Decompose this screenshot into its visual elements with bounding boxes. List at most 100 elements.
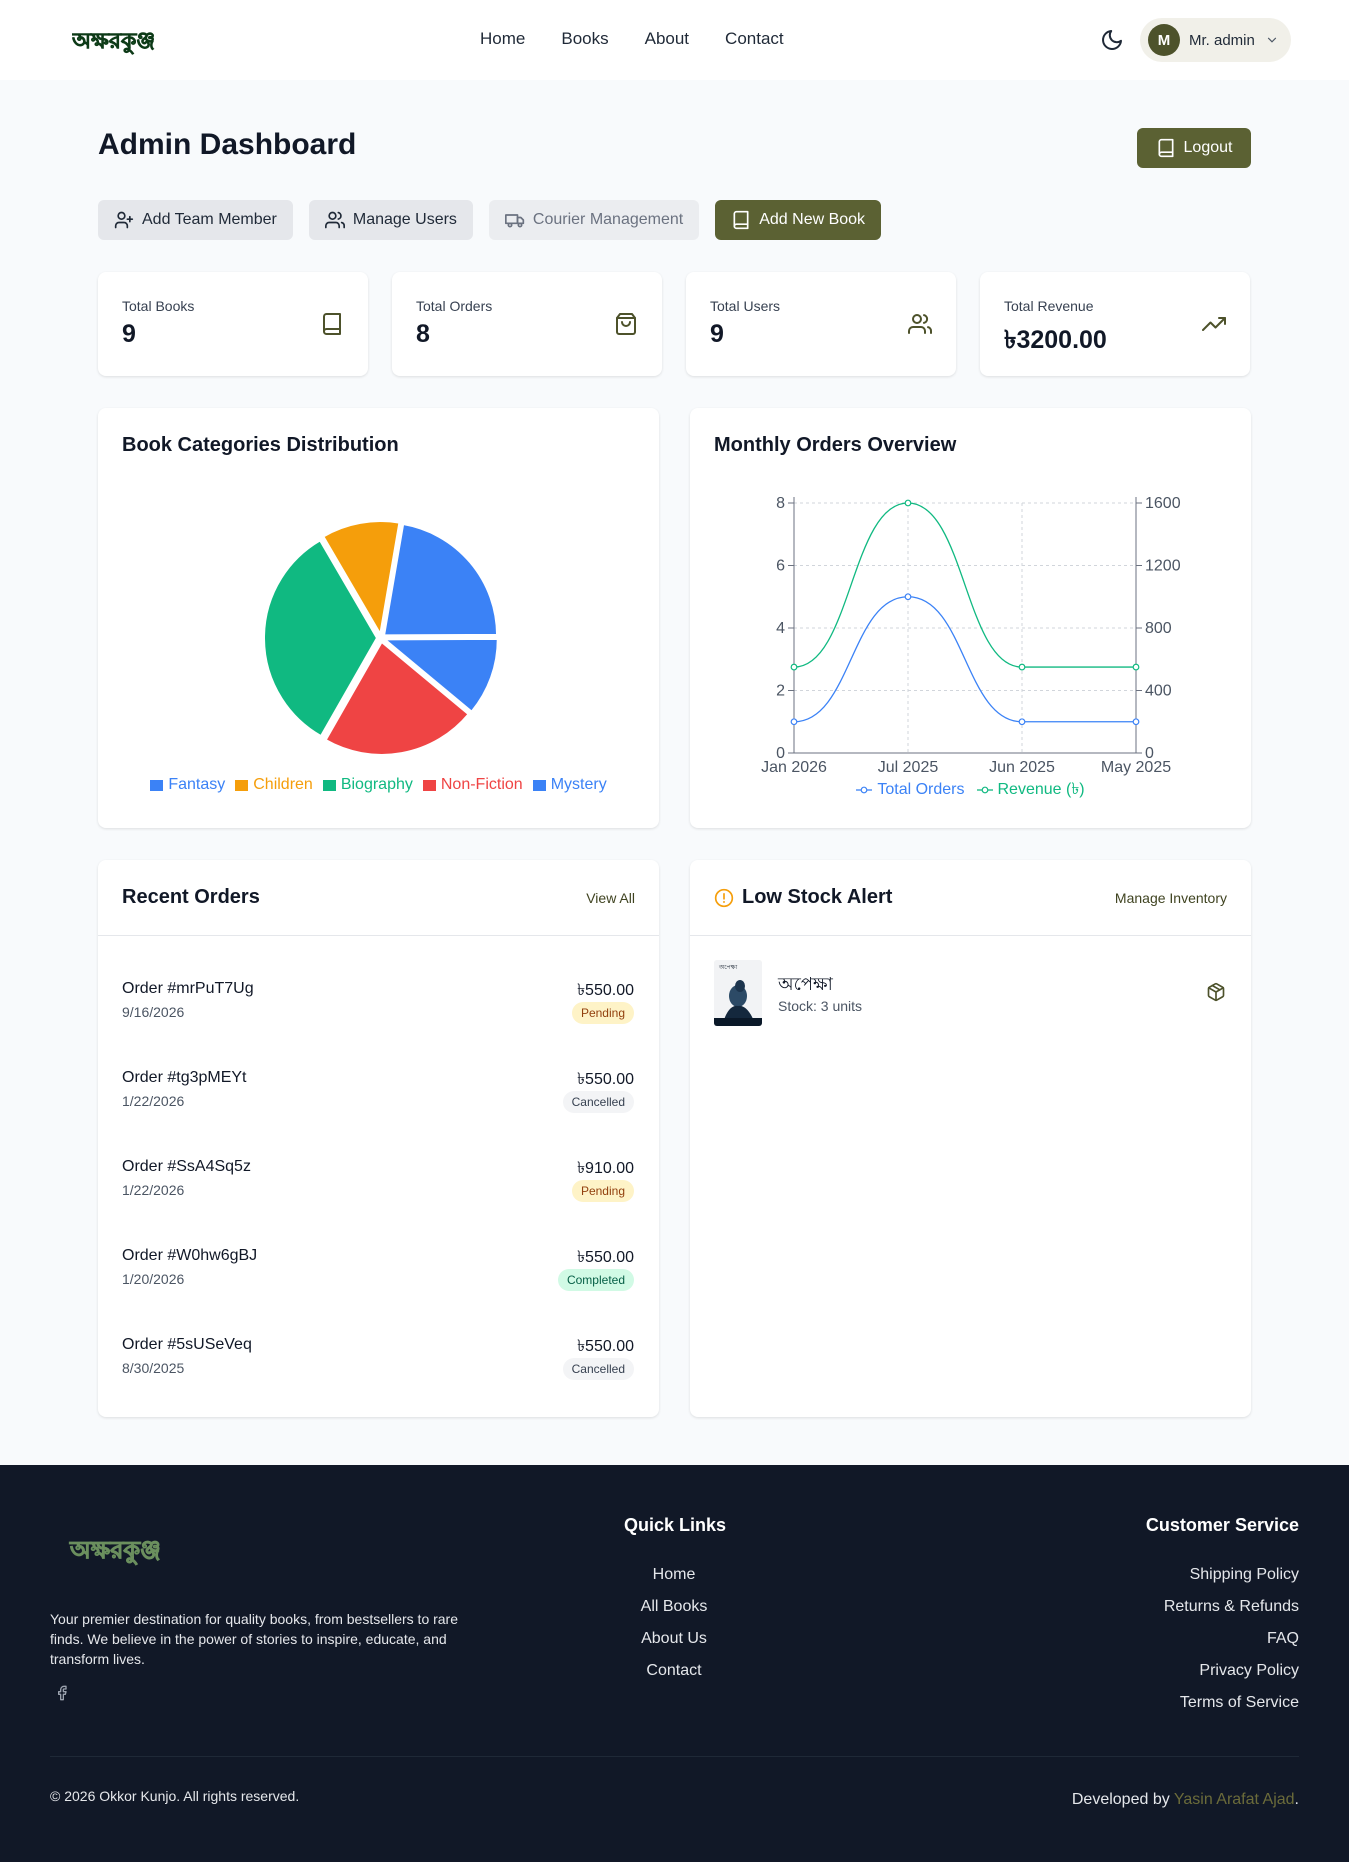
series-line-total-orders[interactable] (793, 596, 1136, 723)
pie-legend: Fantasy Children Biography Non-Fiction Myste… (98, 776, 659, 794)
data-point[interactable] (1018, 663, 1026, 671)
developer-link[interactable]: Yasin Arafat Ajad (1173, 1791, 1295, 1808)
developed-suffix: . (1294, 1791, 1299, 1808)
low-stock-item[interactable]: অপেক্ষা অপেক্ষা Stock: 3 units (714, 960, 1226, 1026)
add-team-member-button[interactable]: Add Team Member (98, 200, 293, 240)
logout-button[interactable]: Logout (1137, 128, 1251, 168)
legend-item-non-fiction[interactable]: Non-Fiction (422, 776, 523, 794)
order-row[interactable]: Order #W0hw6gBJ 1/20/2026 ৳550.00 Completed (122, 1247, 634, 1307)
legend-item-biography[interactable]: Biography (322, 776, 413, 794)
footer-divider (50, 1756, 1299, 1757)
user-name: Mr. admin (1189, 31, 1255, 49)
y-left-tick-label: 0 (776, 745, 785, 762)
footer-link-returns-refunds[interactable]: Returns & Refunds (1163, 1598, 1299, 1615)
series-line-revenue[interactable] (793, 502, 1136, 668)
legend-label: Total Orders (877, 780, 965, 798)
footer-link-about-us[interactable]: About Us (641, 1630, 707, 1647)
footer-link-all-books[interactable]: All Books (640, 1598, 708, 1615)
book-icon (733, 210, 749, 230)
nav-link-home[interactable]: Home (480, 29, 526, 48)
low-stock-panel: Low Stock Alert Manage Inventory অপেক্ষা… (690, 860, 1251, 1417)
footer-logo[interactable]: অক্ষরকুঞ্জ (68, 1528, 180, 1572)
users-icon (324, 211, 345, 229)
manage-users-button[interactable]: Manage Users (308, 200, 473, 240)
facebook-icon[interactable] (54, 1683, 70, 1703)
legend-label: Biography (340, 776, 413, 793)
book-cover-image: অপেক্ষা (714, 960, 762, 1026)
categories-chart-panel: Book Categories Distribution Fantasy Chil… (98, 408, 659, 828)
data-point[interactable] (904, 499, 912, 507)
footer-link-home[interactable]: Home (652, 1566, 696, 1583)
package-icon (1207, 982, 1225, 1002)
footer-link-shipping-policy[interactable]: Shipping Policy (1189, 1566, 1299, 1583)
user-plus-icon (114, 211, 134, 229)
legend-item-fantasy[interactable]: Fantasy (150, 776, 225, 794)
book-title: অপেক্ষা (778, 974, 833, 994)
status-badge: Pending (571, 1180, 634, 1202)
trending-up-icon (1202, 317, 1226, 331)
courier-management-button[interactable]: Courier Management (488, 200, 700, 240)
manage-inventory-link[interactable]: Manage Inventory (1114, 890, 1227, 906)
data-point[interactable] (1132, 663, 1140, 671)
order-id: Order #tg3pMEYt (122, 1069, 247, 1086)
footer-description: Your premier destination for quality boo… (50, 1611, 459, 1667)
stat-value: 9 (710, 320, 724, 348)
x-tick-label: May 2025 (1101, 759, 1171, 776)
svg-text:অক্ষরকুঞ্জ: অক্ষরকুঞ্জ (72, 29, 155, 55)
order-id: Order #5sUSeVeq (122, 1336, 252, 1353)
data-point[interactable] (790, 663, 798, 671)
add-team-member-label: Add Team Member (142, 211, 277, 228)
nav-link-books[interactable]: Books (561, 29, 609, 48)
order-id: Order #W0hw6gBJ (122, 1247, 258, 1264)
site-logo[interactable]: অক্ষরকুঞ্জ (72, 22, 164, 58)
customer-service-title: Customer Service (1145, 1515, 1299, 1535)
order-row[interactable]: Order #mrPuT7Ug 9/16/2026 ৳550.00 Pending (122, 980, 634, 1040)
order-row[interactable]: Order #5sUSeVeq 8/30/2025 ৳550.00 Cancelled (122, 1336, 634, 1396)
legend-item-total-orders[interactable]: Total Orders (856, 776, 965, 803)
order-date: 1/22/2026 (122, 1093, 185, 1109)
pie-slice-children[interactable] (321, 520, 401, 637)
legend-label: Fantasy (168, 776, 226, 793)
panel-title: Recent Orders (122, 886, 260, 908)
pie-slice-biography[interactable] (263, 539, 379, 738)
legend-item-mystery[interactable]: Mystery (532, 776, 607, 794)
footer-link-faq[interactable]: FAQ (1266, 1630, 1299, 1647)
panel-header: Recent Orders View All (98, 860, 659, 936)
nav-link-contact[interactable]: Contact (725, 29, 784, 48)
legend-item-children[interactable]: Children (235, 776, 313, 794)
order-date: 1/20/2026 (122, 1271, 185, 1287)
order-row[interactable]: Order #SsA4Sq5z 1/22/2026 ৳910.00 Pending (122, 1158, 634, 1218)
book-icon (1158, 138, 1174, 158)
legend-item-revenue[interactable]: Revenue (৳) (976, 776, 1085, 803)
data-point[interactable] (904, 593, 912, 601)
footer-link-privacy-policy[interactable]: Privacy Policy (1199, 1662, 1299, 1679)
pie-slice-mystery[interactable] (382, 522, 499, 637)
view-all-link[interactable]: View All (586, 890, 635, 906)
data-point[interactable] (1018, 718, 1026, 726)
pie-slice-mystery[interactable] (382, 637, 499, 714)
order-row[interactable]: Order #tg3pMEYt 1/22/2026 ৳550.00 Cancelled (122, 1069, 634, 1129)
nav-link-about[interactable]: About (644, 29, 690, 48)
footer-link-contact[interactable]: Contact (646, 1662, 702, 1679)
footer-link-terms-of-service[interactable]: Terms of Service (1179, 1694, 1299, 1711)
chevron-down-icon (1267, 37, 1276, 43)
moon-icon[interactable] (1100, 28, 1124, 52)
alert-circle-icon (714, 888, 734, 908)
quick-links-title: Quick Links (624, 1515, 727, 1535)
legend-swatch (235, 779, 249, 791)
order-date: 9/16/2026 (122, 1004, 185, 1020)
svg-text:অপেক্ষা: অপেক্ষা (718, 964, 738, 971)
add-new-book-button[interactable]: Add New Book (715, 200, 882, 240)
data-point[interactable] (790, 718, 798, 726)
stat-label: Total Books (122, 298, 195, 314)
panel-title: Low Stock Alert (742, 886, 893, 908)
data-point[interactable] (1132, 718, 1140, 726)
status-badge: Pending (571, 1002, 634, 1024)
page-title: Admin Dashboard (98, 128, 357, 161)
user-menu-button[interactable]: M Mr. admin (1140, 18, 1291, 62)
pie-slice-non-fiction[interactable] (324, 640, 471, 756)
stat-label: Total Orders (416, 298, 493, 314)
y-left-tick-label: 2 (776, 683, 785, 700)
add-new-book-label: Add New Book (759, 211, 866, 228)
shopping-bag-icon (616, 313, 636, 335)
